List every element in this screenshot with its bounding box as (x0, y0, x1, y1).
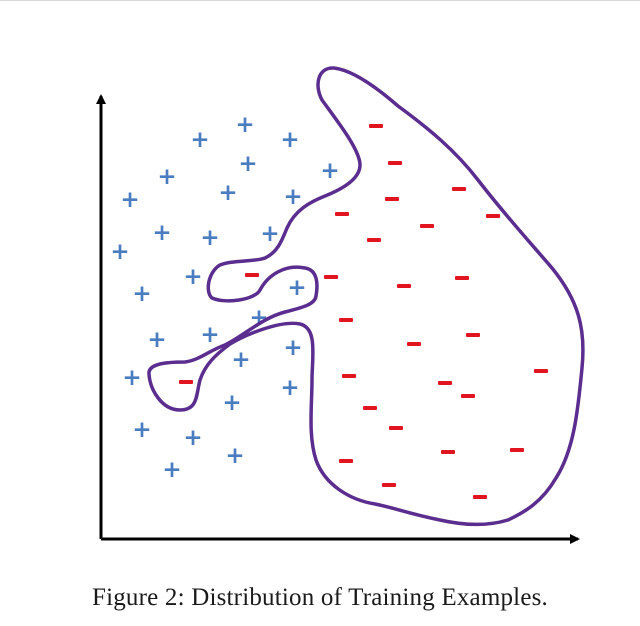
negative-example (324, 275, 338, 279)
positive-example: + (152, 220, 171, 246)
negative-example (486, 214, 500, 218)
positive-example: + (235, 112, 254, 138)
negative-example (438, 381, 452, 385)
positive-example: + (287, 275, 306, 301)
negative-example (369, 124, 383, 128)
decision-boundary (147, 66, 585, 527)
negative-example (420, 224, 434, 228)
negative-example (389, 426, 403, 430)
positive-example: + (162, 457, 181, 483)
positive-example: + (231, 347, 250, 373)
positive-example: + (238, 151, 257, 177)
positive-example: + (200, 322, 219, 348)
negative-example (245, 273, 259, 277)
figure-caption: Figure 2: Distribution of Training Examp… (91, 584, 549, 611)
positive-example: + (157, 164, 176, 190)
negative-example (534, 369, 548, 373)
negative-example (473, 495, 487, 499)
negative-example (335, 212, 349, 216)
positive-example: + (283, 184, 302, 210)
negative-example (382, 483, 396, 487)
positive-example: + (132, 417, 151, 443)
positive-example: + (190, 127, 209, 153)
positive-example: + (110, 239, 129, 265)
positive-example: + (320, 158, 339, 184)
positive-example: + (132, 281, 151, 307)
positive-example: + (283, 335, 302, 361)
positive-example: + (280, 127, 299, 153)
negative-example (339, 318, 353, 322)
positive-example: + (147, 327, 166, 353)
negative-example (461, 394, 475, 398)
negative-example (363, 406, 377, 410)
negative-example (466, 333, 480, 337)
negative-example (388, 161, 402, 165)
positive-example: + (225, 443, 244, 469)
negative-example (510, 448, 524, 452)
negative-example (441, 450, 455, 454)
positive-example: + (280, 375, 299, 401)
negative-example (339, 459, 353, 463)
positive-example: + (122, 365, 141, 391)
positive-example: + (218, 180, 237, 206)
negative-example (455, 276, 469, 280)
positive-example: + (222, 390, 241, 416)
negative-example (385, 197, 399, 201)
positive-example: + (183, 425, 202, 451)
negative-example (397, 284, 411, 288)
negative-example (452, 187, 466, 191)
negative-example (179, 380, 193, 384)
positive-example: + (183, 264, 202, 290)
negative-example (342, 374, 356, 378)
top-divider (0, 0, 640, 1)
positive-example: + (120, 187, 139, 213)
example-marks: ++ +++ ++ + ++ + ++++ +++ ++ +++++ +++ (110, 112, 548, 499)
positive-example: + (249, 305, 268, 331)
negative-example (367, 238, 381, 242)
positive-example: + (200, 225, 219, 251)
positive-example: + (260, 221, 279, 247)
negative-example (407, 342, 421, 346)
